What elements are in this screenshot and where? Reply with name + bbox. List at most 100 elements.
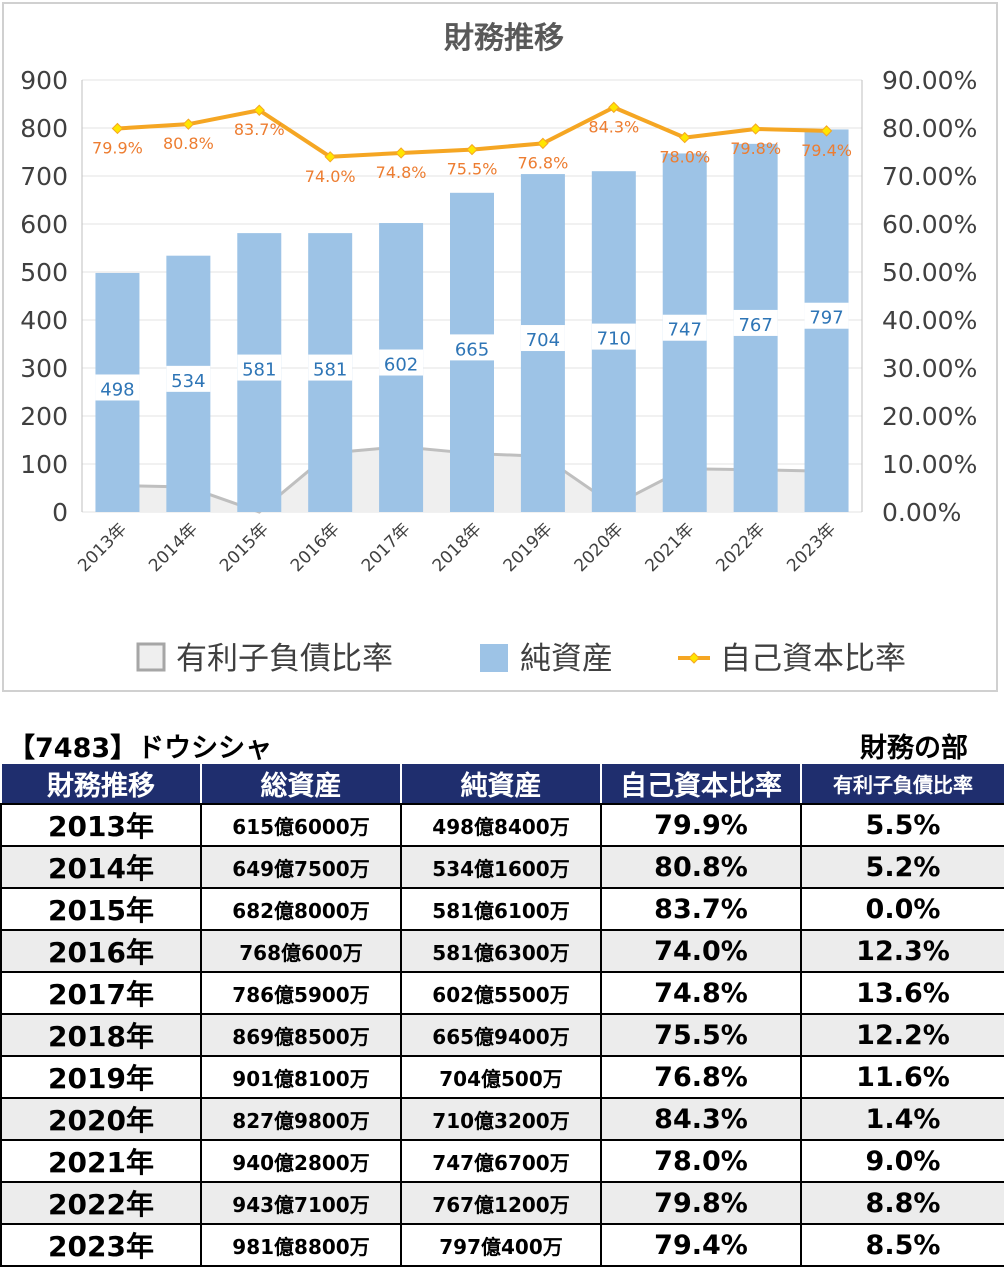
bar-label-box [379, 349, 424, 376]
cell-year: 2014年 [0, 845, 202, 889]
equity-ratio-marker [679, 131, 691, 144]
left-tick-label: 0 [52, 498, 68, 527]
bar-label-box [237, 354, 282, 381]
left-tick-label: 200 [20, 402, 68, 431]
right-tick-label: 0.00% [882, 498, 961, 527]
bar-value-label: 602 [384, 355, 418, 376]
cell-equity-ratio: 75.5% [600, 1013, 802, 1057]
cell-year: 2019年 [0, 1055, 202, 1099]
equity-ratio-marker [466, 143, 478, 156]
table-row: 2021年 940億2800万 747億6700万 78.0% 9.0% [0, 1139, 1004, 1183]
line-value-label: 78.0% [659, 148, 710, 167]
bar-label-box [662, 314, 707, 341]
bar-value-label: 581 [313, 360, 347, 381]
line-value-label: 83.7% [234, 120, 285, 139]
cell-total-assets: 649億7500万 [200, 845, 402, 889]
bar-label-box [804, 302, 849, 329]
cell-year: 2018年 [0, 1013, 202, 1057]
category-label: 2022年 [712, 519, 769, 576]
cell-net-assets: 767億1200万 [400, 1181, 602, 1225]
cell-year: 2015年 [0, 887, 202, 931]
chart-title: 財務推移 [444, 21, 564, 56]
left-tick-label: 100 [20, 450, 68, 479]
bar-label-box [308, 354, 353, 381]
right-tick-label: 30.00% [882, 354, 977, 383]
category-label: 2016年 [287, 519, 344, 576]
cell-equity-ratio: 84.3% [600, 1097, 802, 1141]
cell-debt-ratio: 5.5% [800, 803, 1004, 847]
right-tick-label: 60.00% [882, 210, 977, 239]
cell-total-assets: 943億7100万 [200, 1181, 402, 1225]
cell-total-assets: 827億9800万 [200, 1097, 402, 1141]
right-tick-label: 70.00% [882, 162, 977, 191]
cell-debt-ratio: 1.4% [800, 1097, 1004, 1141]
category-label: 2023年 [783, 519, 840, 576]
cell-debt-ratio: 13.6% [800, 971, 1004, 1015]
chart-panel: 財務推移 0 0.00% 100 10.00% 200 20.00% 300 30.00% 400… [2, 2, 998, 692]
header-net-assets: 純資産 [400, 762, 602, 805]
equity-ratio-marker [749, 123, 762, 135]
cell-year: 2013年 [0, 803, 202, 847]
cell-equity-ratio: 76.8% [600, 1055, 802, 1099]
category-label: 2018年 [429, 519, 486, 576]
cell-year: 2017年 [0, 971, 202, 1015]
cell-equity-ratio: 74.8% [600, 971, 802, 1015]
cell-net-assets: 498億8400万 [400, 803, 602, 847]
financial-table: 財務推移 総資産 純資産 自己資本比率 有利子負債比率 2013年 615億60… [0, 762, 1004, 1267]
line-value-label: 80.8% [163, 134, 214, 153]
line-value-label: 74.8% [376, 163, 427, 182]
category-label: 2020年 [571, 519, 628, 576]
left-tick-label: 400 [20, 306, 68, 335]
table-row: 2018年 869億8500万 665億9400万 75.5% 12.2% [0, 1013, 1004, 1057]
left-tick-label: 800 [20, 114, 68, 143]
equity-ratio-marker [111, 122, 124, 135]
header-equity-ratio: 自己資本比率 [600, 762, 802, 805]
category-label: 2021年 [642, 519, 699, 576]
cell-equity-ratio: 83.7% [600, 887, 802, 931]
cell-debt-ratio: 0.0% [800, 887, 1004, 931]
cell-debt-ratio: 12.2% [800, 1013, 1004, 1057]
cell-net-assets: 710億3200万 [400, 1097, 602, 1141]
table-row: 2015年 682億8000万 581億6100万 83.7% 0.0% [0, 887, 1004, 931]
left-tick-label: 500 [20, 258, 68, 287]
line-value-label: 79.8% [730, 139, 781, 158]
cell-year: 2022年 [0, 1181, 202, 1225]
cell-net-assets: 747億6700万 [400, 1139, 602, 1183]
bar-label-box [166, 365, 211, 392]
table-row: 2019年 901億8100万 704億500万 76.8% 11.6% [0, 1055, 1004, 1099]
legend-label-equity-ratio: 自己資本比率 [720, 641, 906, 677]
cell-net-assets: 665億9400万 [400, 1013, 602, 1057]
legend-label-net-assets: 純資産 [520, 641, 613, 677]
cell-equity-ratio: 80.8% [600, 845, 802, 889]
cell-net-assets: 581億6100万 [400, 887, 602, 931]
table-row: 2023年 981億8800万 797億400万 79.4% 8.5% [0, 1223, 1004, 1267]
section-label: 財務の部 [860, 733, 968, 764]
bar-label-box [591, 323, 636, 350]
line-value-label: 74.0% [305, 167, 356, 186]
cell-debt-ratio: 12.3% [800, 929, 1004, 973]
cell-year: 2020年 [0, 1097, 202, 1141]
bar-value-label: 704 [526, 330, 560, 351]
cell-debt-ratio: 8.8% [800, 1181, 1004, 1225]
bar-label-box [733, 309, 778, 336]
left-tick-label: 300 [20, 354, 68, 383]
bar-label-box [95, 374, 140, 401]
cell-total-assets: 682億8000万 [200, 887, 402, 931]
line-value-label: 75.5% [447, 160, 498, 179]
bar-value-label: 747 [668, 320, 702, 341]
table-row: 2016年 768億600万 581億6300万 74.0% 12.3% [0, 929, 1004, 973]
legend-marker-equity-ratio [688, 652, 700, 664]
bar-value-label: 534 [171, 371, 205, 392]
header-total-assets: 総資産 [200, 762, 402, 805]
table-row: 2017年 786億5900万 602億5500万 74.8% 13.6% [0, 971, 1004, 1015]
left-tick-label: 700 [20, 162, 68, 191]
cell-debt-ratio: 8.5% [800, 1223, 1004, 1267]
equity-ratio-marker [395, 147, 407, 159]
bar-value-label: 767 [738, 315, 772, 336]
cell-equity-ratio: 79.9% [600, 803, 802, 847]
left-tick-label: 900 [20, 66, 68, 95]
cell-year: 2016年 [0, 929, 202, 973]
legend-label-debt-ratio: 有利子負債比率 [176, 641, 393, 677]
line-value-label: 84.3% [588, 117, 639, 136]
bar-value-label: 797 [809, 308, 843, 329]
